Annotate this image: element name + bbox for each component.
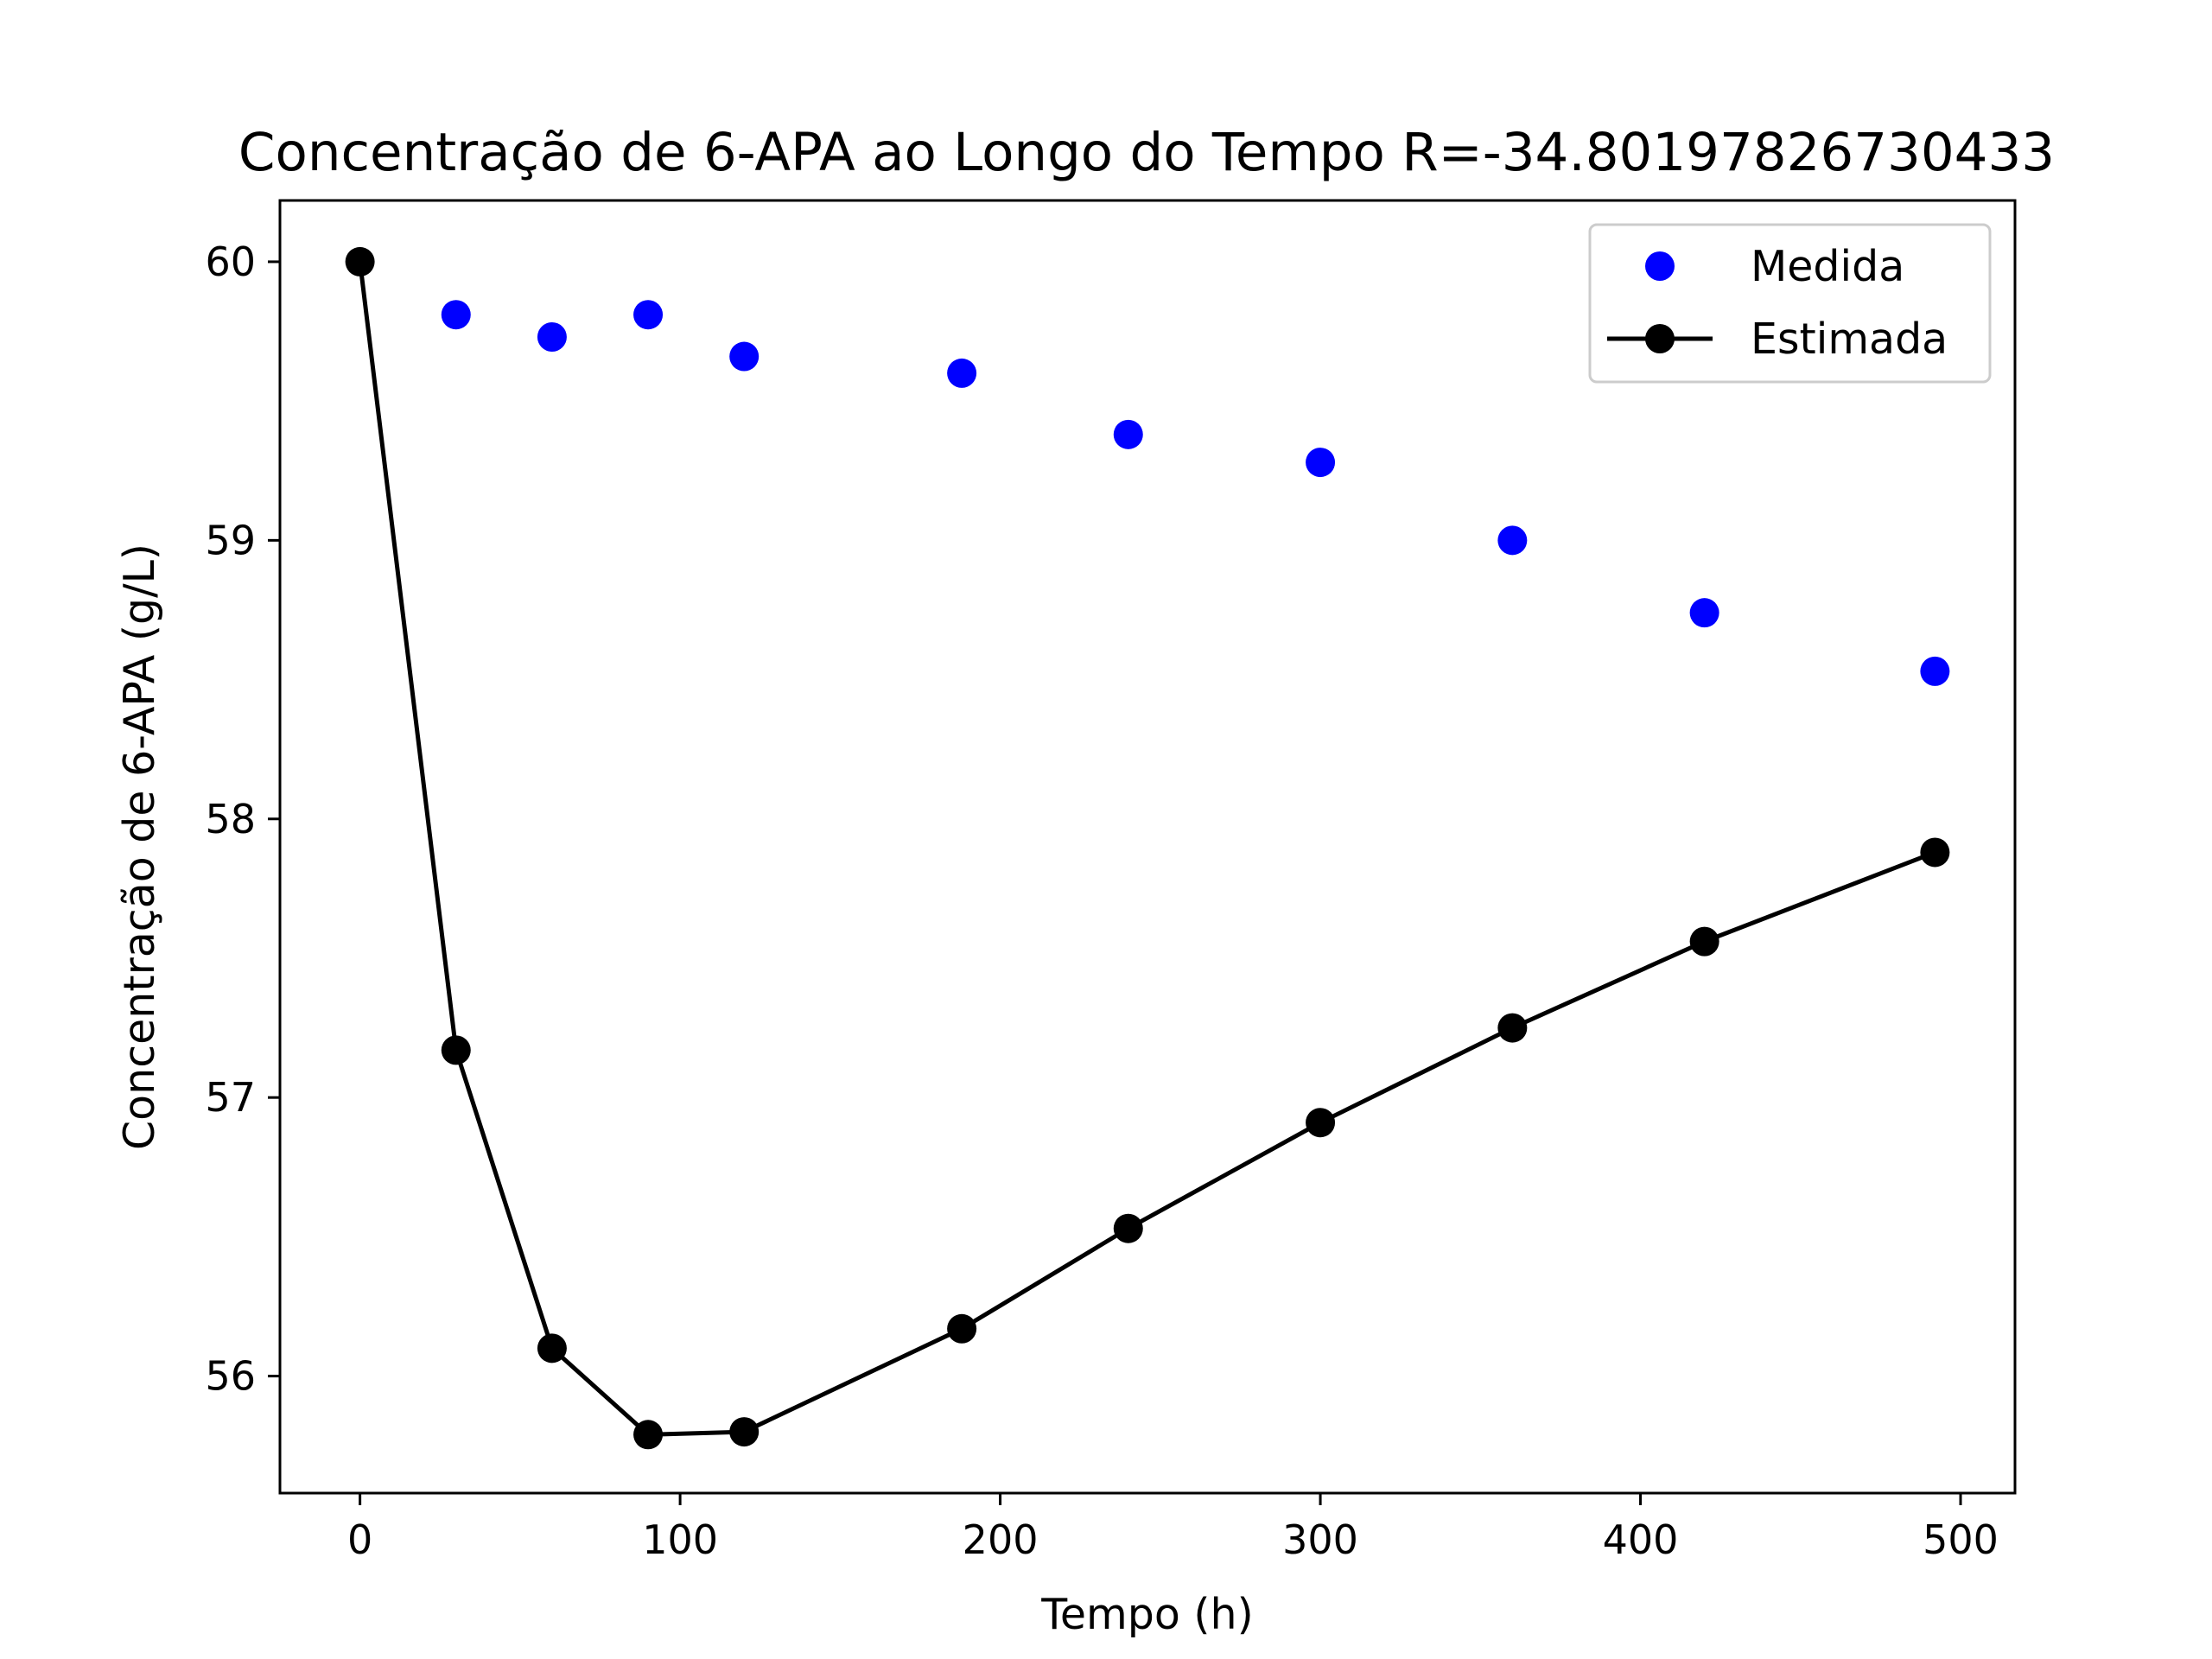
data-point bbox=[1920, 656, 1950, 686]
legend: Medida Estimada bbox=[1588, 223, 1992, 384]
x-tick-label: 0 bbox=[347, 1516, 372, 1563]
x-tick-label: 200 bbox=[963, 1516, 1039, 1563]
y-axis: 56 57 58 59 60 bbox=[205, 238, 280, 1400]
data-point bbox=[345, 246, 375, 276]
chart-title: Concentração de 6-APA ao Longo do Tempo … bbox=[238, 122, 2055, 183]
legend-item-medida: Medida bbox=[1645, 242, 1904, 291]
legend-label: Estimada bbox=[1751, 315, 1948, 364]
data-point bbox=[1497, 1013, 1528, 1043]
x-tick-label: 300 bbox=[1282, 1516, 1358, 1563]
data-point bbox=[1306, 1108, 1336, 1138]
data-point bbox=[441, 1035, 471, 1065]
x-tick-label: 500 bbox=[1923, 1516, 1999, 1563]
data-point bbox=[729, 341, 760, 372]
y-tick-label: 59 bbox=[205, 517, 256, 563]
data-point bbox=[1497, 525, 1528, 556]
legend-box bbox=[1588, 223, 1992, 384]
data-point bbox=[729, 1417, 760, 1447]
data-point bbox=[537, 1333, 567, 1363]
data-point bbox=[1689, 926, 1719, 957]
legend-item-estimada: Estimada bbox=[1607, 315, 1948, 364]
x-axis-label: Tempo (h) bbox=[1040, 1590, 1253, 1639]
y-axis-label: Concentração de 6-APA (g/L) bbox=[115, 543, 164, 1150]
data-point bbox=[1306, 448, 1336, 478]
data-point bbox=[1113, 419, 1143, 449]
y-tick-label: 60 bbox=[205, 238, 256, 285]
data-point bbox=[1689, 598, 1719, 628]
y-tick-label: 58 bbox=[205, 796, 256, 842]
legend-marker-swatch bbox=[1645, 251, 1675, 281]
legend-marker-swatch bbox=[1645, 324, 1675, 353]
axes-frame bbox=[278, 199, 2017, 1495]
plot-area bbox=[345, 246, 1950, 1450]
x-tick-label: 100 bbox=[642, 1516, 718, 1563]
data-point bbox=[947, 358, 977, 388]
data-point bbox=[1113, 1213, 1143, 1243]
series-estimada bbox=[345, 246, 1950, 1450]
data-point bbox=[537, 321, 567, 352]
data-point bbox=[947, 1313, 977, 1344]
data-point bbox=[441, 300, 471, 330]
series-medida bbox=[441, 300, 1950, 686]
legend-label: Medida bbox=[1751, 242, 1904, 291]
x-axis: 0 100 200 300 400 500 bbox=[347, 1493, 1999, 1563]
data-point bbox=[633, 1420, 664, 1450]
data-point bbox=[1920, 837, 1950, 868]
y-tick-label: 56 bbox=[205, 1353, 256, 1400]
x-tick-label: 400 bbox=[1603, 1516, 1679, 1563]
y-tick-label: 57 bbox=[205, 1074, 256, 1121]
data-point bbox=[633, 300, 664, 330]
series-line-estimada bbox=[358, 261, 1936, 1437]
